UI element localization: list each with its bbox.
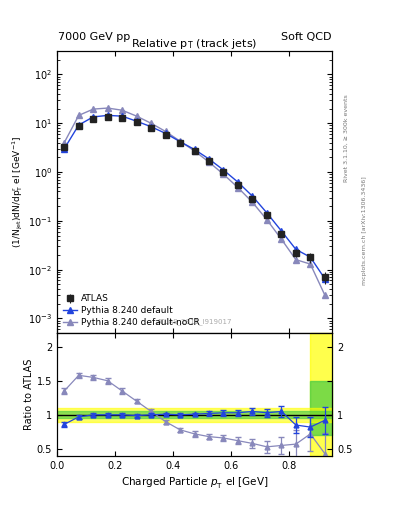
Text: ATLAS_2011_I919017: ATLAS_2011_I919017 [157, 318, 232, 325]
Bar [57, 412, 332, 418]
Text: Soft QCD: Soft QCD [281, 32, 331, 42]
Y-axis label: (1/N$_\mathregular{jet}$)dN/dp$^\mathregular{r}_\mathregular{T}$ el [GeV$^{-1}$]: (1/N$_\mathregular{jet}$)dN/dp$^\mathreg… [11, 136, 26, 248]
Y-axis label: Ratio to ATLAS: Ratio to ATLAS [24, 359, 34, 430]
X-axis label: Charged Particle $p_\mathregular{T}^{}$ el [GeV]: Charged Particle $p_\mathregular{T}^{}$ … [121, 475, 268, 489]
Bar [57, 408, 332, 422]
Legend: ATLAS, Pythia 8.240 default, Pythia 8.240 default-noCR: ATLAS, Pythia 8.240 default, Pythia 8.24… [61, 292, 202, 329]
Text: Rivet 3.1.10, ≥ 300k events: Rivet 3.1.10, ≥ 300k events [344, 94, 349, 182]
Bar [310, 381, 332, 435]
Bar [310, 333, 332, 456]
Text: 7000 GeV pp: 7000 GeV pp [58, 32, 130, 42]
Text: mcplots.cern.ch [arXiv:1306.3436]: mcplots.cern.ch [arXiv:1306.3436] [362, 176, 367, 285]
Title: Relative p$_\mathregular{T}$ (track jets): Relative p$_\mathregular{T}$ (track jets… [131, 37, 258, 51]
